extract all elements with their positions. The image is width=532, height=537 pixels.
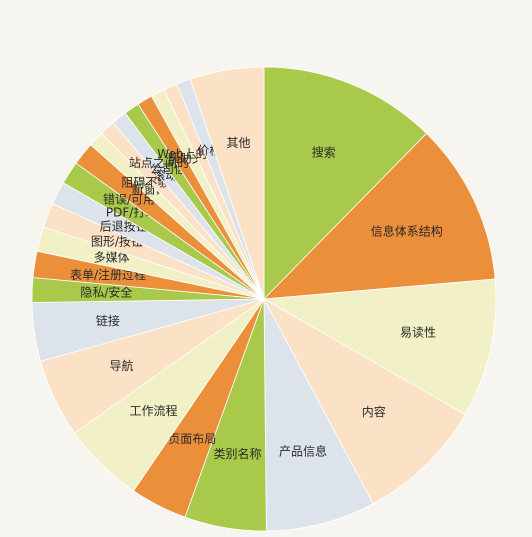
slice-label: 表单/注册过程 xyxy=(70,267,146,282)
pie-slice xyxy=(262,132,496,300)
slice-label: 搜索 xyxy=(312,144,336,159)
slice-label: 导航 xyxy=(110,358,134,373)
pie-slice xyxy=(262,297,466,505)
slice-label: 链接 xyxy=(96,313,120,328)
slice-label: 工作流程 xyxy=(129,403,177,418)
pie-slice xyxy=(263,66,428,300)
slice-label: 产品信息 xyxy=(279,443,327,458)
slice-label: 内容 xyxy=(362,404,386,419)
slice-label: 信息体系结构 xyxy=(371,223,443,238)
slice-label: 页面布局 xyxy=(168,432,216,446)
slice-label: 其他 xyxy=(227,136,251,150)
pie-slice xyxy=(189,66,265,300)
slice-label: 隐私/安全 xyxy=(80,284,132,299)
pie-slice xyxy=(262,278,497,416)
slice-label: 易读性 xyxy=(400,326,436,340)
slice-label: 类别名称 xyxy=(214,446,262,461)
slice-label: 多媒体 xyxy=(94,251,130,265)
pie-slice xyxy=(263,298,374,532)
